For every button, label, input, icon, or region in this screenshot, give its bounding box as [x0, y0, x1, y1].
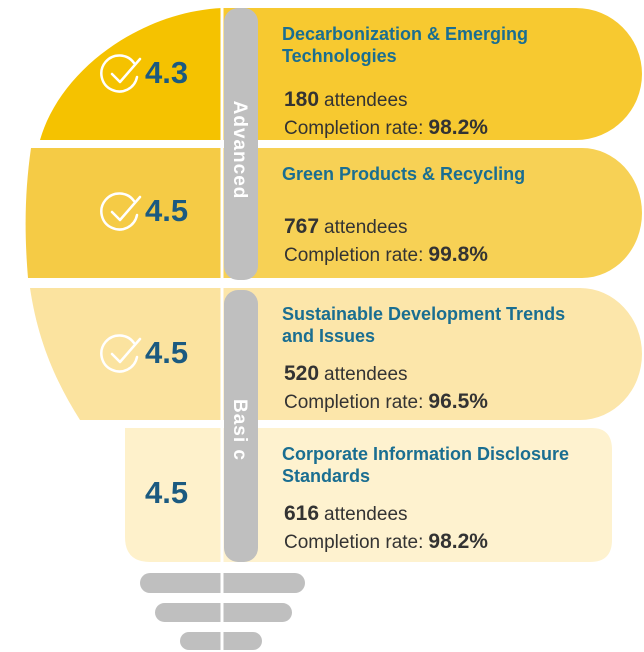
score: 4.5: [145, 335, 188, 370]
attendee-count: 520: [284, 362, 319, 385]
completion: Completion rate: 99.8%: [284, 243, 488, 266]
attendee-label: attendees: [324, 504, 407, 525]
row-right: [222, 288, 642, 420]
attendees: 520 attendees: [284, 362, 408, 385]
attendee-count: 180: [284, 88, 319, 111]
row-left: [125, 428, 222, 562]
completion-rate: 96.5%: [428, 390, 488, 413]
row-right: [222, 8, 642, 140]
icons: [100, 54, 142, 373]
attendees: 180 attendees: [284, 88, 408, 111]
course-title: and Issues: [282, 326, 375, 346]
completion-label: Completion rate:: [284, 532, 423, 553]
course-title: Technologies: [282, 46, 397, 66]
attendees: 767 attendees: [284, 215, 408, 238]
course-title: Sustainable Development Trends: [282, 304, 565, 324]
attendee-count: 767: [284, 215, 319, 238]
course-title: Decarbonization & Emerging: [282, 24, 528, 44]
check-icon: [110, 57, 142, 84]
score: 4.5: [145, 475, 188, 510]
check-icon: [100, 192, 139, 231]
attendee-label: attendees: [324, 217, 407, 238]
completion-label: Completion rate:: [284, 118, 423, 139]
course-title: Green Products & Recycling: [282, 164, 525, 184]
attendees: 616 attendees: [284, 502, 408, 525]
row-left: [25, 148, 222, 278]
attendee-label: attendees: [324, 90, 407, 111]
row-right: [222, 148, 642, 278]
level-label: Basi c: [229, 399, 250, 461]
level-label: Advanced: [229, 101, 250, 200]
completion-rate: 98.2%: [428, 530, 488, 553]
completion-rate: 98.2%: [428, 116, 488, 139]
check-icon: [100, 334, 139, 373]
level-bar: [224, 8, 258, 280]
check-icon: [100, 54, 139, 93]
attendee-count: 616: [284, 502, 319, 525]
completion-label: Completion rate:: [284, 392, 423, 413]
completion-label: Completion rate:: [284, 245, 423, 266]
course-title: Standards: [282, 466, 370, 486]
course-title: Corporate Information Disclosure: [282, 444, 569, 464]
completion: Completion rate: 98.2%: [284, 530, 488, 553]
completion: Completion rate: 98.2%: [284, 116, 488, 139]
row-right: [222, 428, 612, 562]
check-icon: [110, 337, 142, 364]
completion: Completion rate: 96.5%: [284, 390, 488, 413]
row-left: [40, 8, 222, 140]
attendee-label: attendees: [324, 364, 407, 385]
check-icon: [110, 195, 142, 222]
completion-rate: 99.8%: [428, 243, 488, 266]
score: 4.5: [145, 193, 188, 228]
rows: 4.3 Decarbonization & EmergingTechnologie…: [145, 24, 569, 553]
level-bar: [224, 290, 258, 562]
score: 4.3: [145, 55, 188, 90]
